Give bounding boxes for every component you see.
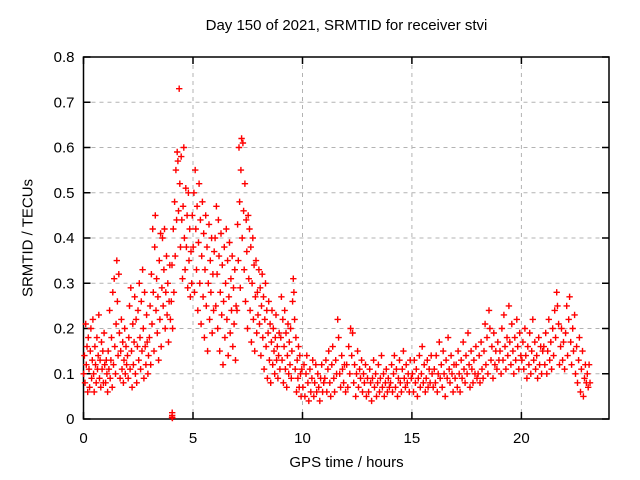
plot-border: [82, 56, 610, 420]
y-tick-label: 0.5: [54, 185, 75, 202]
data-points: [80, 85, 594, 422]
y-tick-label: 0.3: [54, 275, 75, 292]
x-tick-label: 15: [404, 430, 421, 447]
chart-title: Day 150 of 2021, SRMTID for receiver stv…: [205, 17, 488, 34]
y-tick-label: 0.8: [54, 49, 75, 66]
y-tick-label: 0.4: [54, 230, 75, 247]
y-axis-label: SRMTID / TECUs: [19, 178, 37, 298]
y-tick-label: 0.6: [54, 140, 75, 157]
y-tick-label: 0.1: [54, 366, 75, 383]
grid-lines: [83, 57, 609, 419]
x-tick-label: 0: [79, 430, 87, 447]
x-tick-label: 10: [294, 430, 311, 447]
y-tick-label: 0.2: [54, 321, 75, 338]
y-tick-label: 0: [66, 411, 74, 428]
y-tick-label: 0.7: [54, 94, 75, 111]
x-tick-label: 5: [189, 430, 197, 447]
x-axis-label: GPS time / hours: [289, 454, 404, 471]
x-tick-label: 20: [513, 430, 530, 447]
